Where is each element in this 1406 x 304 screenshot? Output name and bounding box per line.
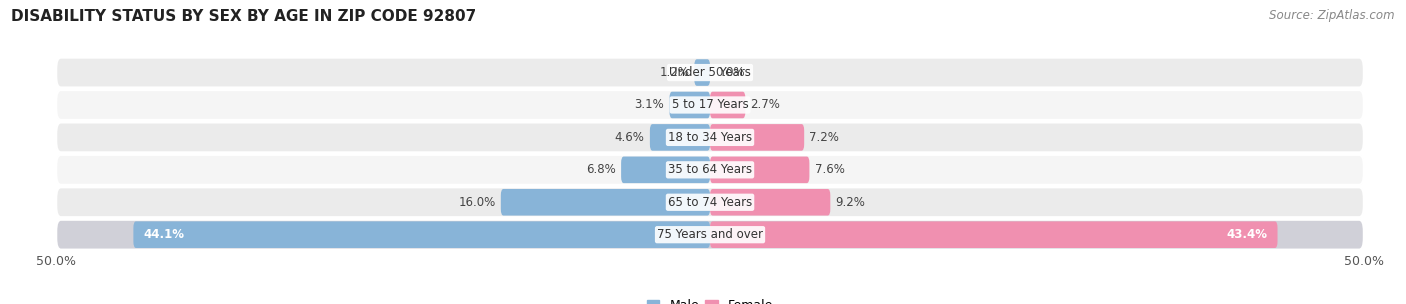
FancyBboxPatch shape [710, 189, 831, 216]
Text: 3.1%: 3.1% [634, 98, 664, 112]
FancyBboxPatch shape [501, 189, 710, 216]
FancyBboxPatch shape [134, 221, 710, 248]
FancyBboxPatch shape [695, 59, 710, 86]
FancyBboxPatch shape [56, 90, 1364, 120]
FancyBboxPatch shape [56, 123, 1364, 152]
FancyBboxPatch shape [56, 187, 1364, 217]
Text: Under 5 Years: Under 5 Years [669, 66, 751, 79]
Text: 44.1%: 44.1% [143, 228, 184, 241]
Text: 7.2%: 7.2% [810, 131, 839, 144]
Text: 16.0%: 16.0% [458, 196, 495, 209]
Text: 75 Years and over: 75 Years and over [657, 228, 763, 241]
Legend: Male, Female: Male, Female [643, 294, 778, 304]
Text: 18 to 34 Years: 18 to 34 Years [668, 131, 752, 144]
Text: DISABILITY STATUS BY SEX BY AGE IN ZIP CODE 92807: DISABILITY STATUS BY SEX BY AGE IN ZIP C… [11, 9, 477, 24]
FancyBboxPatch shape [621, 157, 710, 183]
Text: 43.4%: 43.4% [1226, 228, 1267, 241]
FancyBboxPatch shape [669, 92, 710, 118]
FancyBboxPatch shape [56, 220, 1364, 250]
FancyBboxPatch shape [710, 221, 1278, 248]
Text: 5 to 17 Years: 5 to 17 Years [672, 98, 748, 112]
Text: 9.2%: 9.2% [835, 196, 866, 209]
Text: 4.6%: 4.6% [614, 131, 644, 144]
Text: 65 to 74 Years: 65 to 74 Years [668, 196, 752, 209]
FancyBboxPatch shape [56, 155, 1364, 185]
FancyBboxPatch shape [650, 124, 710, 151]
FancyBboxPatch shape [56, 58, 1364, 88]
FancyBboxPatch shape [710, 124, 804, 151]
Text: 35 to 64 Years: 35 to 64 Years [668, 163, 752, 176]
Text: 2.7%: 2.7% [751, 98, 780, 112]
Text: 6.8%: 6.8% [586, 163, 616, 176]
Text: 0.0%: 0.0% [716, 66, 745, 79]
FancyBboxPatch shape [710, 92, 745, 118]
FancyBboxPatch shape [710, 157, 810, 183]
Text: 1.2%: 1.2% [659, 66, 689, 79]
Text: Source: ZipAtlas.com: Source: ZipAtlas.com [1270, 9, 1395, 22]
Text: 7.6%: 7.6% [814, 163, 845, 176]
